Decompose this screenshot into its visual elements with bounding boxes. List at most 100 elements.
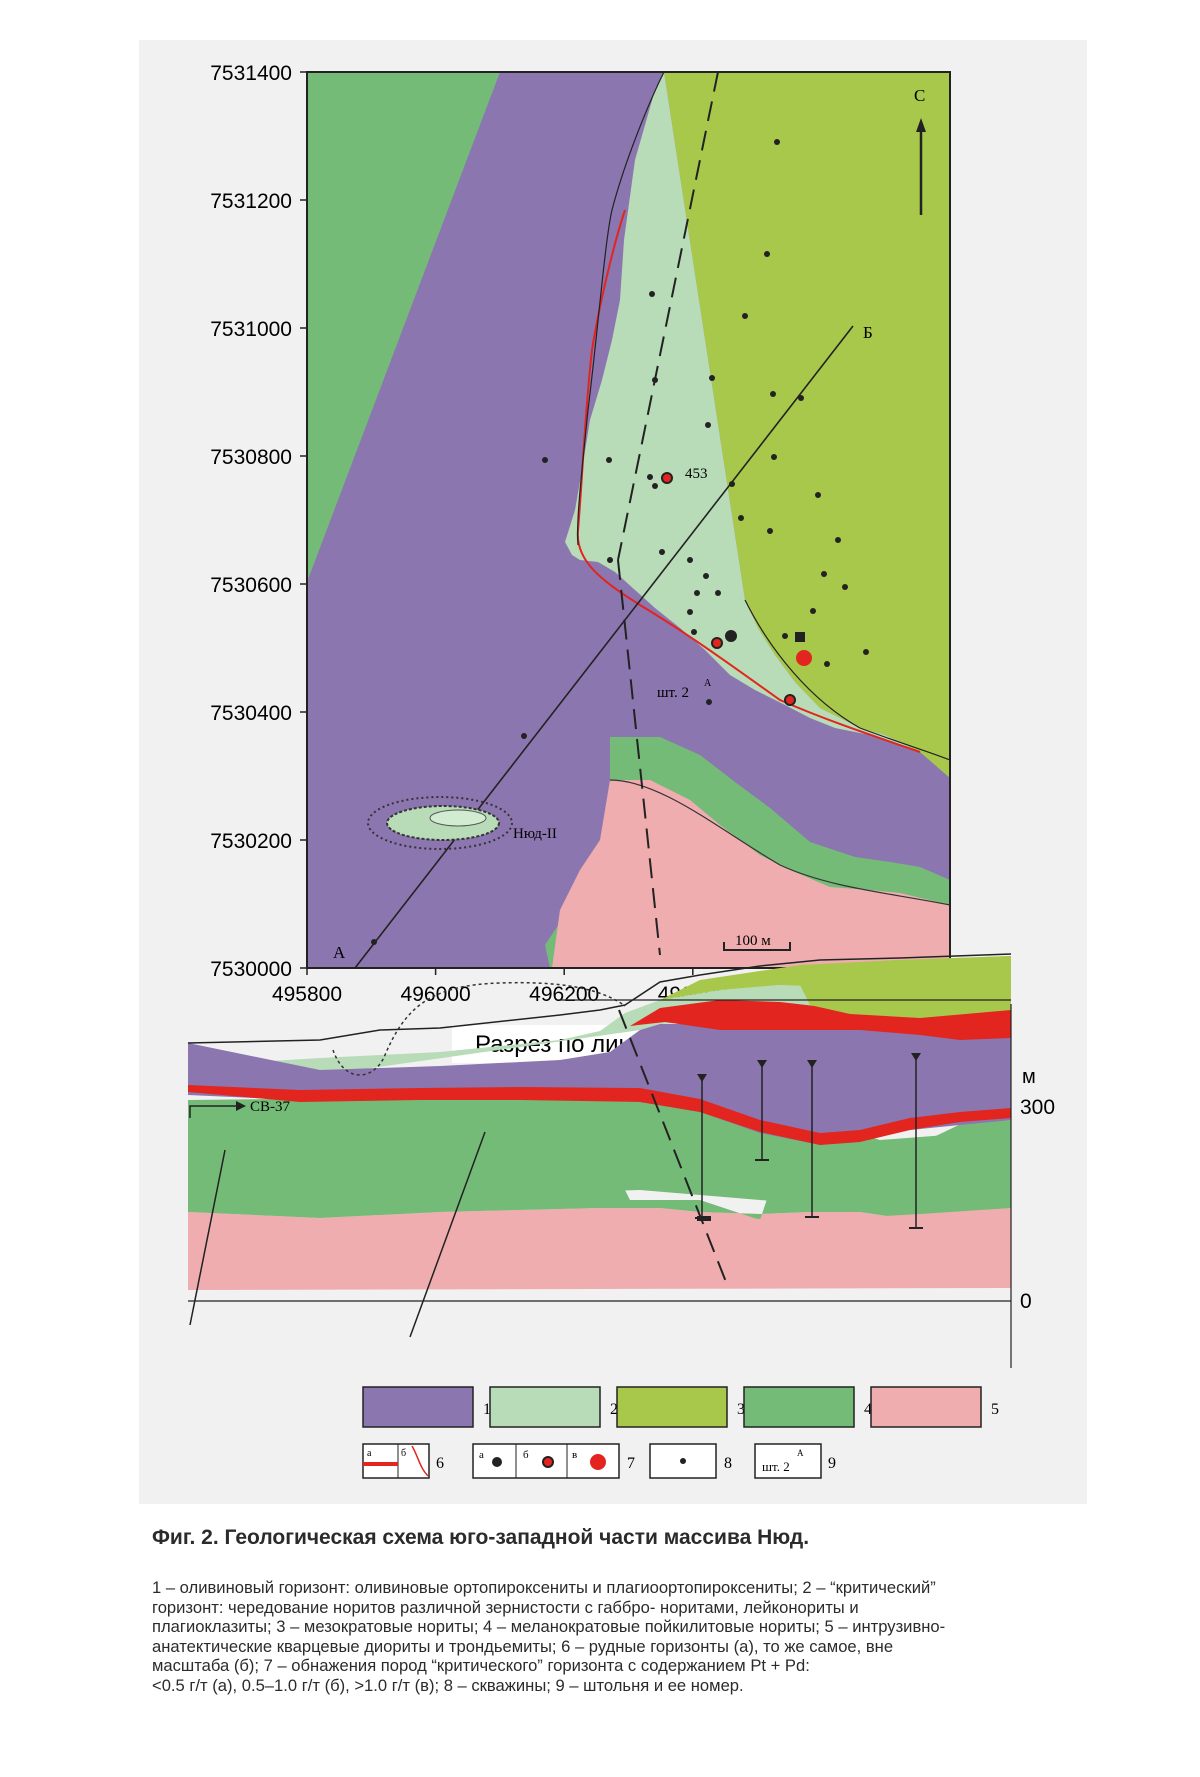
tick-0-label: 0	[1020, 1290, 1032, 1313]
contact-line	[744, 599, 951, 761]
borehole-marker	[659, 549, 665, 555]
north-label: С	[914, 86, 925, 105]
mesocratic-norite-area	[664, 72, 950, 778]
outcrop-marker	[784, 694, 796, 706]
legend-item: 3	[616, 1386, 745, 1428]
borehole-marker	[521, 733, 527, 739]
borehole-marker	[371, 939, 377, 945]
well-sv37-label: СВ-37	[250, 1099, 291, 1115]
y-tick: 7530600	[210, 574, 307, 597]
section-ore-horizon	[188, 1085, 1011, 1145]
y-tick: 7531400	[210, 62, 307, 85]
y-tick-label: 7530800	[210, 446, 292, 469]
y-tick: 7530000	[210, 958, 307, 981]
caption-title: Фиг. 2. Геологическая схема юго-западной…	[152, 1526, 810, 1549]
borehole-marker	[774, 139, 780, 145]
legend-item-boreholes: 8	[649, 1443, 732, 1479]
borehole-marker	[687, 609, 693, 615]
outcrop-marker	[711, 637, 723, 649]
legend-swatch	[743, 1386, 855, 1428]
section-mesocratic-wedge	[800, 956, 1011, 1018]
section-axis: м 300 0	[188, 1004, 1055, 1368]
legend-swatch	[870, 1386, 982, 1428]
borehole-marker	[649, 291, 655, 297]
contact-line	[609, 779, 951, 906]
borehole-marker	[647, 474, 653, 480]
adit-marker	[795, 632, 805, 642]
borehole-marker	[542, 457, 548, 463]
section-borehole	[755, 1060, 769, 1161]
fault-line	[617, 559, 661, 956]
ore-horizon-contact	[576, 209, 921, 753]
y-tick: 7530800	[210, 446, 307, 469]
scale-label: 100 м	[735, 933, 771, 949]
section-eroded-profile	[332, 981, 626, 1076]
section-olivine-layer	[188, 1018, 1011, 1145]
outcrop-marker	[725, 630, 737, 642]
section-intrusive-cover	[188, 1208, 1011, 1290]
y-tick-label: 7530600	[210, 574, 292, 597]
section-overlay: м 300 0 СВ-37 1 2 3 4 5 а б 6 а б в 7 8 шт. 2 A 9	[188, 1004, 1055, 1479]
borehole-marker	[652, 483, 658, 489]
borehole-markers	[371, 139, 869, 945]
borehole-marker	[706, 699, 712, 705]
borehole-marker	[771, 454, 777, 460]
outcrop-marker	[796, 650, 812, 666]
north-arrow: С	[914, 86, 926, 215]
legend-sub-a: а	[479, 1449, 484, 1461]
x-tick: 495800	[272, 968, 342, 1006]
outcrop-453-label: 453	[685, 466, 708, 482]
legend-number: 8	[724, 1455, 732, 1472]
adit-section-marker	[697, 1216, 711, 1221]
map-frame	[306, 71, 951, 969]
well-sv37-pointer	[189, 1105, 240, 1118]
legend-number: 5	[991, 1401, 999, 1418]
legend-item-ore-horizon: а б 6	[362, 1443, 444, 1479]
nyud-ii-label: Нюд-II	[513, 826, 557, 842]
legend-sub-v: в	[572, 1449, 577, 1461]
legend-adit-mark: A	[797, 1448, 804, 1458]
legend-number: 1	[483, 1401, 491, 1418]
intrusive-diorite-area	[552, 780, 950, 968]
well-sv37: СВ-37	[189, 1099, 486, 1338]
legend-swatch	[489, 1386, 601, 1428]
borehole-marker	[607, 557, 613, 563]
point-a-label: А	[333, 943, 346, 962]
nyud-ii-body	[367, 796, 513, 850]
legend-item: 4	[743, 1386, 872, 1428]
caption-text: 1 – оливиновый горизонт: оливиновые орто…	[152, 1578, 946, 1695]
legend-number: 4	[864, 1401, 872, 1418]
well-sv37-arrow	[236, 1101, 246, 1111]
cross-section: Разрез по линии А-Б	[187, 953, 1012, 1290]
contact-line	[577, 71, 665, 546]
y-tick-label: 7531200	[210, 190, 292, 213]
geologic-map: С Б А 453 шт. 2 A Нюд-II 100 м 753140075…	[210, 62, 985, 1006]
fault-line	[617, 71, 719, 561]
point-b-label: Б	[863, 323, 873, 342]
legend-item: 5	[870, 1386, 999, 1428]
legend-number: 3	[737, 1401, 745, 1418]
y-tick-label: 7531400	[210, 62, 292, 85]
borehole-marker	[764, 251, 770, 257]
legend-item-adit: шт. 2 A 9	[754, 1443, 836, 1479]
borehole-marker	[863, 649, 869, 655]
borehole-marker	[652, 377, 658, 383]
section-borehole	[909, 1053, 923, 1229]
borehole-marker	[694, 590, 700, 596]
section-upper-ore-horizon	[630, 1000, 1011, 1040]
borehole-marker	[770, 391, 776, 397]
legend-sub-a: а	[367, 1448, 372, 1459]
borehole-marker	[782, 633, 788, 639]
outcrop-marker	[661, 472, 673, 484]
borehole-marker	[810, 608, 816, 614]
borehole-marker	[703, 573, 709, 579]
borehole-marker	[606, 457, 612, 463]
legend-sub-b: б	[523, 1449, 529, 1461]
borehole-marker	[821, 571, 827, 577]
y-tick-label: 7530000	[210, 958, 292, 981]
body-inner	[429, 809, 487, 827]
legend-item-outcrops: а б в 7	[472, 1443, 635, 1479]
geological-figure: С Б А 453 шт. 2 A Нюд-II 100 м 753140075…	[187, 62, 1012, 1290]
scale-bar: 100 м	[723, 933, 791, 951]
unit-label: м	[1022, 1066, 1036, 1088]
